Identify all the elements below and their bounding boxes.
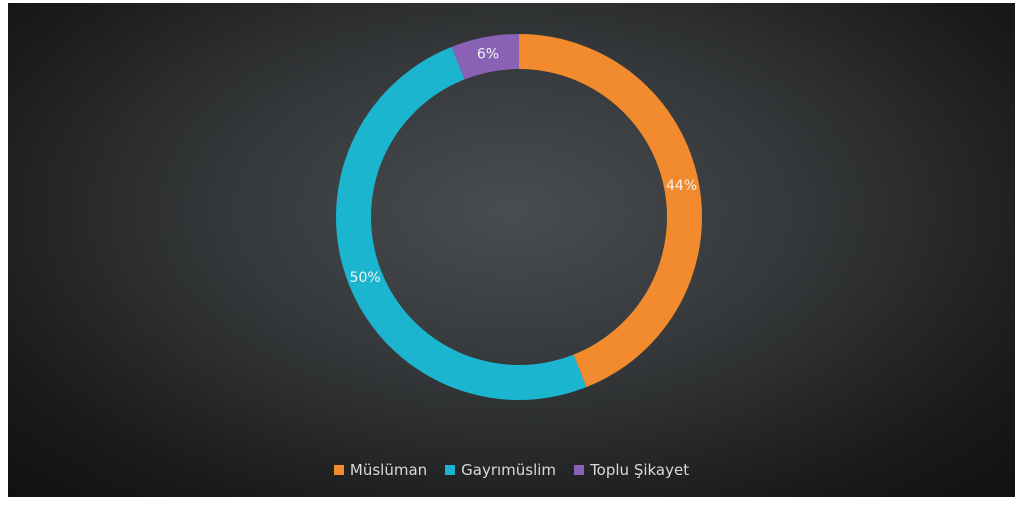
legend-label: Müslüman (349, 461, 428, 479)
legend-label: Toplu Şikayet (590, 461, 690, 479)
legend-swatch (574, 465, 585, 475)
donut-slice (451, 34, 519, 80)
legend: Müslüman Gayrımüslim Toplu Şikayet (8, 461, 1015, 479)
legend-item: Müslüman (333, 461, 428, 479)
legend-label: Gayrımüslim (461, 461, 557, 479)
legend-item: Toplu Şikayet (574, 461, 689, 479)
chart: 44% 50% 6% Müslüman Gayrımüslim Toplu Şikaye… (8, 3, 1015, 497)
donut-slice (336, 46, 587, 401)
legend-swatch (445, 465, 456, 475)
donut-slice (519, 34, 702, 388)
legend-swatch (333, 465, 344, 475)
donut-chart: 44% 50% 6% (336, 34, 702, 401)
data-label: 50% (350, 270, 381, 286)
legend-item: Gayrımüslim (445, 461, 556, 479)
data-label: 44% (666, 178, 697, 194)
data-label: 6% (477, 46, 499, 62)
